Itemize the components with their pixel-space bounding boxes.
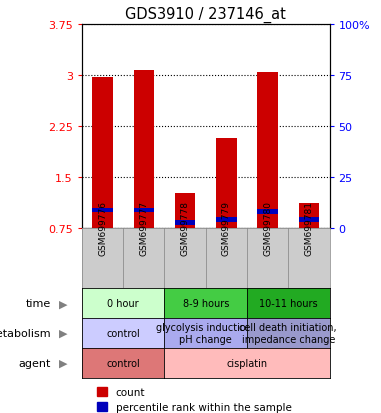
Text: ▶: ▶ (59, 299, 67, 309)
Bar (92, 78, 113, 229)
Text: 8-9 hours: 8-9 hours (182, 299, 229, 309)
Bar (175, 193, 195, 229)
Bar (299, 204, 319, 229)
Text: control: control (106, 328, 140, 338)
Bar (216, 218, 237, 222)
Bar (257, 209, 278, 214)
Text: control: control (106, 358, 140, 368)
Text: GSM699776: GSM699776 (98, 201, 107, 256)
Text: 10-11 hours: 10-11 hours (259, 299, 318, 309)
Text: GSM699777: GSM699777 (139, 201, 148, 256)
Text: 0 hour: 0 hour (107, 299, 139, 309)
Bar (257, 72, 278, 229)
Title: GDS3910 / 237146_at: GDS3910 / 237146_at (125, 7, 286, 24)
Bar (133, 208, 154, 213)
Bar (92, 208, 113, 213)
Text: ▶: ▶ (59, 358, 67, 368)
Text: cisplatin: cisplatin (226, 358, 267, 368)
Text: cell death initiation,
impedance change: cell death initiation, impedance change (240, 323, 337, 344)
Bar (133, 70, 154, 229)
Text: glycolysis induction,
pH change: glycolysis induction, pH change (156, 323, 255, 344)
Text: metabolism: metabolism (0, 328, 51, 338)
Text: GSM699778: GSM699778 (181, 201, 190, 256)
Bar (299, 218, 319, 222)
Bar (216, 138, 237, 229)
Bar (175, 220, 195, 225)
Text: ▶: ▶ (59, 328, 67, 338)
Legend: count, percentile rank within the sample: count, percentile rank within the sample (93, 383, 296, 413)
Text: GSM699779: GSM699779 (222, 201, 231, 256)
Text: GSM699780: GSM699780 (263, 201, 272, 256)
Text: time: time (26, 299, 51, 309)
Text: agent: agent (18, 358, 51, 368)
Text: GSM699781: GSM699781 (304, 201, 314, 256)
